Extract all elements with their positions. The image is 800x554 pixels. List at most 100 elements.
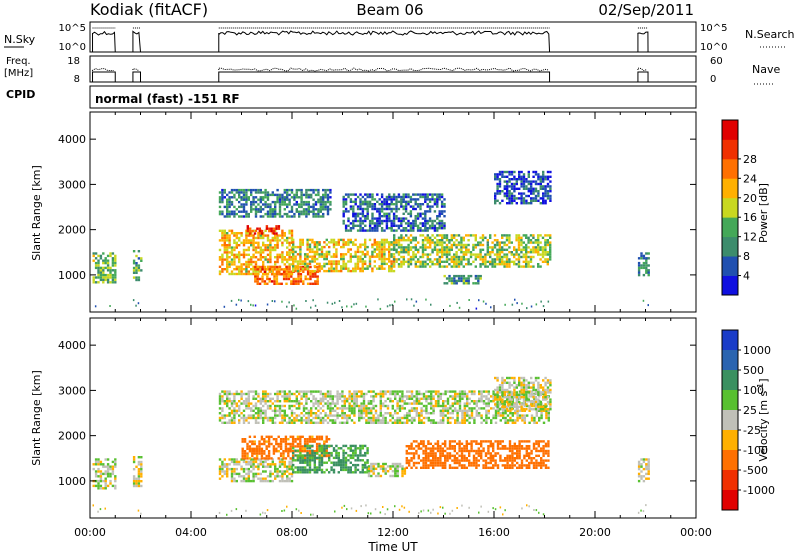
echo-cell xyxy=(424,229,427,232)
echo-cell xyxy=(97,254,100,258)
echo-cell xyxy=(252,395,255,398)
echo-cell xyxy=(496,255,499,259)
echo-cell xyxy=(364,198,367,201)
echo-cell xyxy=(337,262,340,266)
echo-cell xyxy=(508,442,512,445)
echo-cell xyxy=(508,265,511,268)
echo-cell xyxy=(245,229,248,232)
echo-cell xyxy=(317,390,320,393)
echo-cell xyxy=(432,466,435,469)
echo-cell xyxy=(264,248,267,252)
echo-cell xyxy=(322,400,325,403)
echo-cell xyxy=(415,400,418,403)
echo-cell xyxy=(278,265,281,269)
echo-cell xyxy=(341,400,344,403)
echo-cell xyxy=(440,219,444,223)
echo-cell xyxy=(296,438,300,441)
echo-cell xyxy=(92,276,95,279)
echo-cell xyxy=(346,397,349,400)
echo-cell xyxy=(111,467,115,471)
echo-cell xyxy=(367,390,370,393)
echo-cell xyxy=(431,241,434,244)
clutter-cell xyxy=(458,306,461,309)
echo-cell xyxy=(350,412,354,415)
echo-cell xyxy=(264,244,267,247)
echo-cell xyxy=(223,241,226,244)
echo-cell xyxy=(132,269,136,272)
echo-cell xyxy=(277,457,280,460)
echo-cell xyxy=(443,205,446,208)
echo-cell xyxy=(240,232,243,235)
echo-cell xyxy=(544,241,547,244)
echo-cell xyxy=(329,208,332,211)
echo-cell xyxy=(137,468,141,471)
echo-cell xyxy=(320,267,324,270)
echo-cell xyxy=(305,397,308,400)
echo-cell xyxy=(409,205,413,208)
echo-cell xyxy=(520,180,523,183)
echo-cell xyxy=(296,245,300,249)
echo-cell xyxy=(265,227,269,230)
echo-cell xyxy=(271,193,274,197)
echo-cell xyxy=(539,258,542,261)
echo-cell xyxy=(274,236,277,240)
echo-cell xyxy=(422,397,426,400)
echo-cell xyxy=(235,241,238,244)
echo-cell xyxy=(465,248,468,251)
echo-cell xyxy=(312,205,315,209)
echo-cell xyxy=(114,479,117,483)
echo-cell xyxy=(368,255,372,258)
echo-cell xyxy=(278,273,281,276)
echo-cell xyxy=(292,260,295,263)
echo-cell xyxy=(408,390,411,393)
echo-cell xyxy=(426,219,429,223)
echo-cell xyxy=(349,461,352,464)
echo-cell xyxy=(427,466,430,469)
echo-cell xyxy=(374,392,378,396)
echo-cell xyxy=(361,267,364,270)
echo-cell xyxy=(283,232,286,235)
echo-cell xyxy=(329,392,332,396)
echo-cell xyxy=(254,256,258,259)
ytick-label: 3000 xyxy=(58,178,86,191)
echo-cell xyxy=(534,241,537,244)
echo-cell xyxy=(380,210,384,213)
echo-cell xyxy=(337,241,340,244)
echo-cell xyxy=(251,454,254,458)
echo-cell xyxy=(250,272,253,276)
echo-cell xyxy=(243,440,247,443)
echo-cell xyxy=(529,255,533,259)
echo-cell xyxy=(412,198,415,201)
echo-cell xyxy=(278,212,282,216)
echo-cell xyxy=(263,273,267,276)
echo-cell xyxy=(276,258,279,261)
echo-cell xyxy=(361,219,365,223)
echo-cell xyxy=(344,463,348,467)
echo-cell xyxy=(294,454,297,457)
echo-cell xyxy=(344,210,348,213)
echo-cell xyxy=(288,244,291,247)
echo-cell xyxy=(408,412,411,415)
echo-cell xyxy=(508,236,511,239)
echo-cell xyxy=(102,479,105,483)
echo-cell xyxy=(408,461,411,465)
echo-cell xyxy=(347,454,350,457)
echo-cell xyxy=(264,229,267,232)
echo-cell xyxy=(292,248,295,251)
echo-cell xyxy=(377,462,380,466)
echo-cell xyxy=(322,208,325,211)
echo-cell xyxy=(338,397,342,400)
echo-cell xyxy=(504,447,507,450)
echo-cell xyxy=(233,395,236,398)
echo-cell xyxy=(440,227,444,230)
echo-cell xyxy=(361,200,365,203)
echo-cell xyxy=(441,241,444,244)
echo-cell xyxy=(463,459,466,462)
echo-cell xyxy=(262,196,265,199)
echo-cell xyxy=(218,412,222,415)
echo-cell xyxy=(427,459,430,462)
echo-cell xyxy=(259,248,262,252)
echo-cell xyxy=(378,255,381,258)
echo-cell xyxy=(342,222,345,225)
echo-cell xyxy=(442,402,445,405)
